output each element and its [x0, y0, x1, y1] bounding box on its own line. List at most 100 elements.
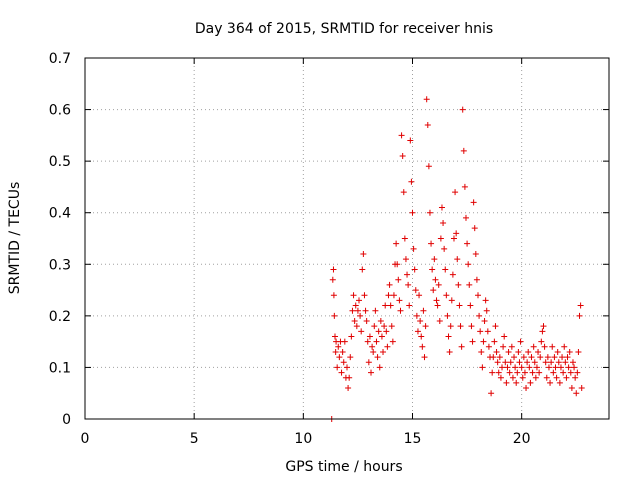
- data-point: [435, 281, 442, 288]
- data-point: [356, 297, 363, 304]
- data-point: [545, 364, 552, 371]
- data-point: [561, 343, 568, 350]
- data-point: [512, 364, 519, 371]
- data-point: [434, 302, 441, 309]
- data-point: [377, 318, 384, 325]
- data-points: [328, 96, 585, 422]
- data-point: [349, 307, 356, 314]
- data-point: [508, 343, 515, 350]
- data-point: [575, 348, 582, 355]
- data-point: [360, 250, 367, 257]
- data-point: [372, 307, 379, 314]
- data-point: [483, 307, 490, 314]
- x-tick-label: 0: [81, 431, 90, 447]
- data-point: [336, 354, 343, 361]
- data-point: [562, 359, 569, 366]
- data-point: [413, 312, 420, 319]
- data-point: [332, 348, 339, 355]
- data-point: [348, 333, 355, 340]
- data-point: [330, 292, 337, 299]
- chart-title: Day 364 of 2015, SRMTID for receiver hni…: [195, 21, 493, 37]
- data-point: [442, 266, 449, 273]
- data-point: [373, 338, 380, 345]
- data-point: [552, 364, 559, 371]
- data-point: [445, 333, 452, 340]
- data-point: [346, 374, 353, 381]
- data-point: [461, 183, 468, 190]
- data-point: [544, 354, 551, 361]
- data-point: [330, 266, 337, 273]
- data-point: [426, 209, 433, 216]
- data-point: [443, 292, 450, 299]
- data-point: [394, 261, 401, 268]
- data-point: [354, 307, 361, 314]
- data-point: [368, 369, 375, 376]
- data-point: [557, 364, 564, 371]
- data-point: [398, 132, 405, 139]
- data-point: [339, 348, 346, 355]
- data-point: [467, 302, 474, 309]
- data-point: [565, 364, 572, 371]
- data-point: [444, 312, 451, 319]
- data-point: [502, 359, 509, 366]
- data-point: [409, 209, 416, 216]
- data-point: [397, 307, 404, 314]
- data-point: [519, 374, 526, 381]
- data-point: [477, 328, 484, 335]
- data-point: [526, 364, 533, 371]
- y-tick-label: 0.7: [49, 51, 71, 67]
- data-point: [509, 374, 516, 381]
- data-point: [375, 328, 382, 335]
- data-point: [464, 240, 471, 247]
- data-point: [547, 379, 554, 386]
- data-point: [369, 343, 376, 350]
- data-point: [411, 266, 418, 273]
- data-point: [338, 369, 345, 376]
- data-point: [357, 312, 364, 319]
- x-tick-label: 20: [513, 431, 531, 447]
- data-point: [412, 287, 419, 294]
- data-point: [488, 390, 495, 397]
- data-point: [417, 318, 424, 325]
- data-point: [436, 318, 443, 325]
- data-point: [548, 359, 555, 366]
- data-point: [485, 343, 492, 350]
- data-point: [471, 225, 478, 232]
- data-point: [331, 333, 338, 340]
- data-point: [529, 369, 536, 376]
- data-point: [335, 343, 342, 350]
- data-point: [388, 323, 395, 330]
- data-point: [383, 328, 390, 335]
- data-point: [329, 276, 336, 283]
- data-point: [533, 364, 540, 371]
- data-point: [576, 312, 583, 319]
- data-point: [567, 369, 574, 376]
- data-point: [540, 323, 547, 330]
- data-point: [432, 276, 439, 283]
- data-point: [520, 354, 527, 361]
- data-point: [566, 348, 573, 355]
- data-point: [441, 245, 448, 252]
- data-point: [364, 338, 371, 345]
- data-point: [503, 379, 510, 386]
- data-point: [514, 369, 521, 376]
- data-point: [361, 292, 368, 299]
- x-tick-label: 15: [404, 431, 422, 447]
- data-point: [400, 189, 407, 196]
- data-point: [527, 379, 534, 386]
- data-point: [395, 276, 402, 283]
- data-point: [437, 235, 444, 242]
- data-point: [347, 354, 354, 361]
- x-axis-label: GPS time / hours: [285, 459, 402, 475]
- data-point: [366, 333, 373, 340]
- data-point: [517, 338, 524, 345]
- data-point: [452, 189, 459, 196]
- data-point: [387, 302, 394, 309]
- data-point: [551, 354, 558, 361]
- data-point: [494, 359, 501, 366]
- data-point: [480, 338, 487, 345]
- data-point: [384, 343, 391, 350]
- data-point: [430, 287, 437, 294]
- data-point: [399, 152, 406, 159]
